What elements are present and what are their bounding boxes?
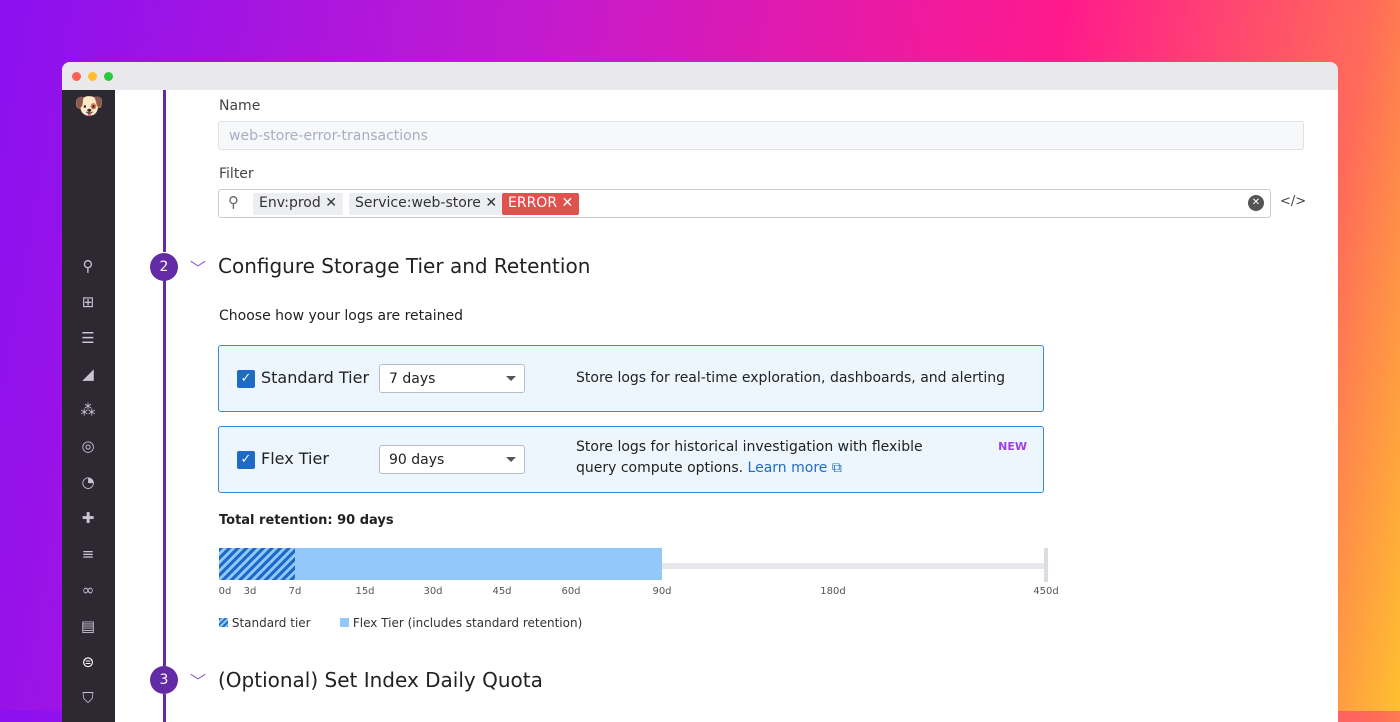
tag-label: ERROR (508, 195, 558, 211)
learn-more-link[interactable]: Learn more ⧉ (748, 460, 842, 476)
name-input[interactable]: web-store-error-transactions (218, 121, 1304, 150)
tick-label: 90d (652, 586, 672, 597)
tick-label: 30d (423, 586, 443, 597)
binoculars-icon[interactable]: ⊞ (81, 293, 95, 311)
filter-tag[interactable]: Env:prod ✕ (253, 193, 343, 215)
legend-standard: Standard tier (219, 616, 311, 630)
chevron-down-icon[interactable]: ﹀ (190, 259, 207, 278)
section-title[interactable]: Configure Storage Tier and Retention (218, 254, 591, 278)
chevron-down-icon[interactable]: ﹀ (190, 672, 207, 691)
bar-end (1044, 548, 1048, 582)
step-number: 3 (150, 666, 178, 694)
tag-label: Service:web-store (355, 195, 481, 211)
gauge-icon[interactable]: ◔ (81, 473, 95, 491)
clear-filter-icon[interactable]: ✕ (1248, 195, 1264, 211)
caret-down-icon (506, 376, 516, 381)
name-label: Name (219, 98, 261, 114)
tick-label: 45d (492, 586, 512, 597)
legend-flex: Flex Tier (includes standard retention) (340, 616, 582, 630)
search-icon[interactable]: ⚲ (82, 257, 94, 275)
nodes-icon[interactable]: ⁂ (80, 401, 96, 419)
external-link-icon: ⧉ (831, 460, 842, 476)
sidebar: 🐶 ⚲ ⊞ ☰ ◢ ⁂ ◎ ◔ ✚ ≡ ∞ ▤ ⊜ ⛉ (62, 90, 115, 722)
tick-label: 450d (1033, 586, 1059, 597)
step-line (163, 280, 166, 666)
filter-tag[interactable]: Service:web-store ✕ (349, 193, 504, 215)
step-line (163, 694, 166, 722)
remove-tag-icon[interactable]: ✕ (485, 195, 498, 211)
logs-icon[interactable]: ⊜ (81, 653, 95, 671)
filter-tag-error[interactable]: ERROR ✕ (502, 193, 580, 215)
app-window: 🐶 ⚲ ⊞ ☰ ◢ ⁂ ◎ ◔ ✚ ≡ ∞ ▤ ⊜ ⛉ Name web-store-error-tra… (62, 62, 1338, 722)
minimize-window-button[interactable] (88, 72, 97, 81)
tick-label: 3d (243, 586, 257, 597)
search-icon: ⚲ (228, 193, 239, 211)
flex-tier-checkbox[interactable]: ✓ (237, 451, 255, 469)
tier-name: Standard Tier (261, 368, 370, 387)
total-retention: Total retention: 90 days (219, 513, 394, 528)
standard-tier-bar (219, 548, 295, 580)
shield-icon[interactable]: ⛉ (82, 689, 94, 707)
legend-swatch (219, 618, 228, 627)
select-value: 90 days (389, 452, 445, 468)
list-icon[interactable]: ☰ (81, 329, 95, 347)
remove-tag-icon[interactable]: ✕ (325, 195, 337, 211)
standard-tier-checkbox[interactable]: ✓ (237, 370, 255, 388)
tick-label: 180d (820, 586, 846, 597)
remove-tag-icon[interactable]: ✕ (561, 195, 574, 211)
filter-label: Filter (219, 166, 254, 182)
flex-retention-select[interactable]: 90 days (379, 445, 525, 474)
tick-label: 15d (355, 586, 375, 597)
retention-intro: Choose how your logs are retained (219, 308, 463, 324)
chart-icon[interactable]: ◢ (82, 365, 94, 383)
tick-label: 0d (218, 586, 232, 597)
step-number: 2 (150, 253, 178, 281)
standard-tier-card: ✓ Standard Tier 7 days Store logs for re… (218, 345, 1044, 412)
target-icon[interactable]: ◎ (81, 437, 95, 455)
title-bar (62, 62, 1338, 90)
code-view-icon[interactable]: </> (1280, 194, 1307, 209)
link-text: Learn more (747, 460, 828, 476)
desc-text: Store logs for historical investigation … (576, 439, 923, 476)
tag-label: Env:prod (259, 195, 321, 211)
close-window-button[interactable] (72, 72, 81, 81)
tick-label: 60d (561, 586, 581, 597)
legend-label: Standard tier (231, 616, 311, 630)
step-line (163, 90, 166, 252)
section-title[interactable]: (Optional) Set Index Daily Quota (218, 668, 543, 692)
new-badge: NEW (998, 440, 1027, 453)
legend-swatch (340, 618, 349, 627)
book-icon[interactable]: ▤ (80, 617, 96, 635)
tier-description: Store logs for real-time exploration, da… (576, 370, 1005, 386)
filter-lines-icon[interactable]: ≡ (81, 545, 95, 563)
standard-retention-select[interactable]: 7 days (379, 364, 525, 393)
maximize-window-button[interactable] (104, 72, 113, 81)
tier-name: Flex Tier (261, 449, 329, 468)
select-value: 7 days (389, 371, 436, 387)
datadog-logo-icon[interactable]: 🐶 (74, 92, 104, 120)
tick-label: 7d (288, 586, 302, 597)
filter-input[interactable]: ⚲ Env:prod ✕ Service:web-store ✕ ERROR ✕… (218, 189, 1271, 218)
puzzle-icon[interactable]: ✚ (81, 509, 95, 527)
caret-down-icon (506, 457, 516, 462)
tier-description: Store logs for historical investigation … (576, 437, 966, 479)
link-icon[interactable]: ∞ (81, 581, 95, 599)
legend-label: Flex Tier (includes standard retention) (352, 616, 583, 630)
flex-tier-card: ✓ Flex Tier 90 days Store logs for histo… (218, 426, 1044, 493)
